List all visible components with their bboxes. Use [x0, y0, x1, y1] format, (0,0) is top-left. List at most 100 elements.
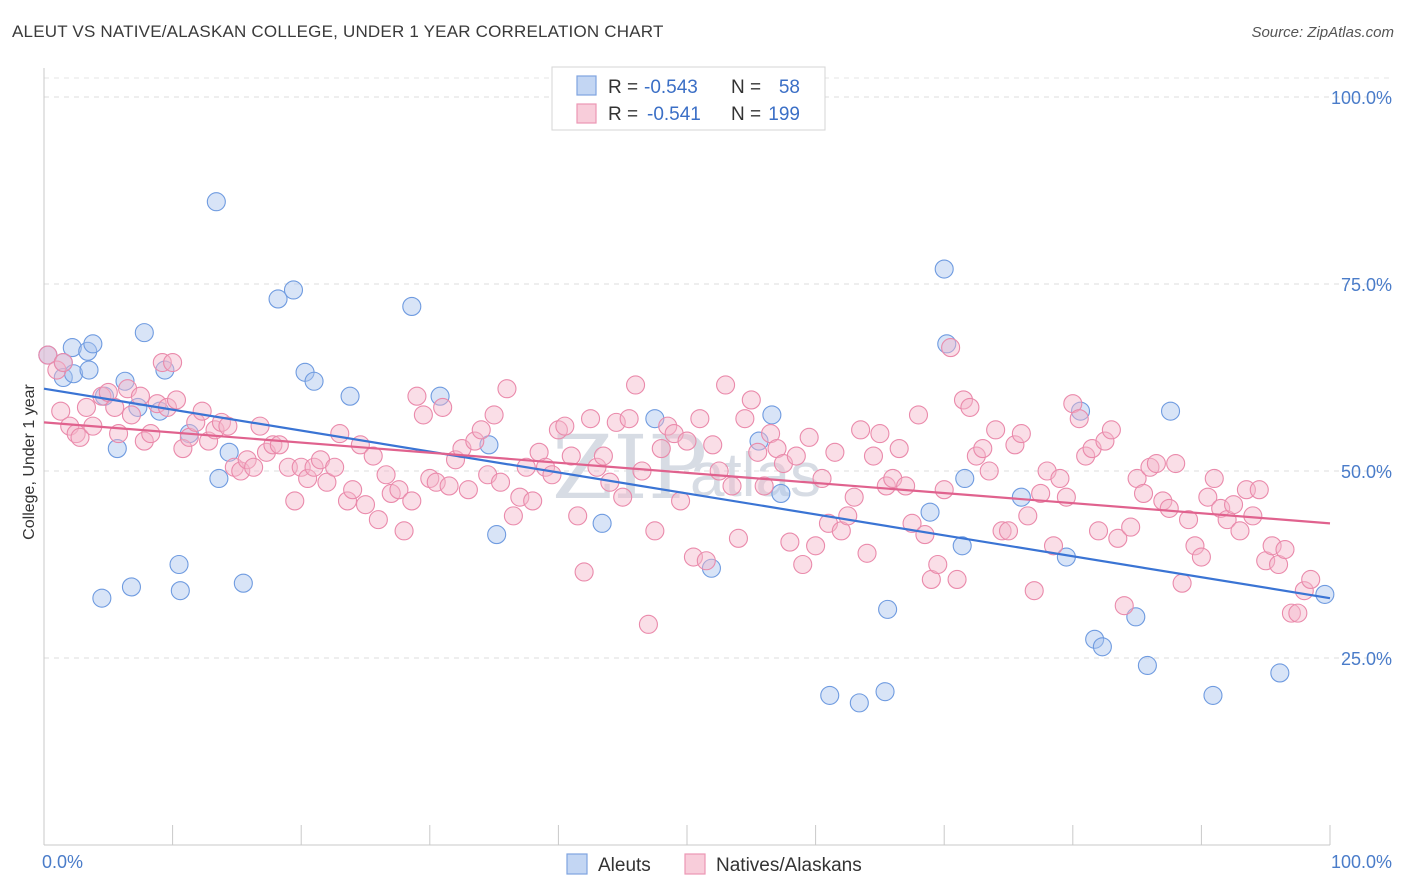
series-1-point-85: [574, 562, 594, 582]
series-1-point-106: [709, 461, 729, 481]
series-1-point-117: [780, 532, 800, 552]
series-1-point-7: [76, 397, 96, 417]
y-tick-label-2: 75.0%: [1341, 275, 1392, 295]
series-1-point-71: [484, 405, 504, 425]
series-1-point-142: [941, 338, 961, 358]
series-1-point-131: [870, 424, 890, 444]
series-0-point-58: [1315, 584, 1335, 604]
series-0-point-40: [849, 693, 869, 713]
axes: [43, 68, 1331, 846]
series-1-point-101: [677, 431, 697, 451]
series-1-points: [38, 338, 1321, 634]
series-1-point-104: [696, 551, 716, 571]
series-1-point-62: [426, 472, 446, 492]
series-1-point-94: [632, 461, 652, 481]
series-0-point-11: [115, 371, 135, 391]
series-0-point-47: [955, 468, 975, 489]
series-0-point-55: [1160, 401, 1181, 421]
series-1-point-103: [690, 409, 710, 429]
series-1-point-67: [458, 480, 478, 500]
series-1-point-83: [561, 446, 581, 466]
series-1-point-155: [1024, 581, 1044, 601]
series-1-point-119: [793, 554, 813, 575]
stats-legend: R = -0.543 N = 58 R = -0.541 N = 199: [551, 66, 826, 131]
series-0-point-20: [206, 192, 226, 212]
series-0-point-32: [487, 525, 507, 545]
series-1-point-80: [542, 465, 562, 485]
series-0-point-21: [209, 468, 229, 489]
series-1-point-54: [376, 465, 396, 485]
series-1-point-69: [471, 420, 491, 440]
y-tick-label-1: 50.0%: [1341, 462, 1392, 482]
stats-legend-r-value-aleuts: -0.543: [644, 77, 698, 98]
series-0-point-23: [233, 573, 253, 593]
series-1-point-58: [402, 491, 422, 511]
series-1-point-61: [420, 468, 440, 489]
series-1-point-134: [889, 439, 909, 459]
series-0-point-12: [121, 577, 141, 597]
series-1-point-26: [192, 401, 212, 421]
series-0-point-25: [283, 280, 304, 300]
stats-legend-n-value-natives: 199: [768, 104, 800, 125]
series-1-point-47: [330, 424, 350, 444]
series-1-point-91: [613, 487, 633, 507]
series-0-point-45: [937, 334, 957, 354]
series-1-point-11: [105, 397, 125, 417]
series-1-point-129: [857, 543, 877, 563]
series-0-point-37: [762, 405, 782, 425]
series-1-point-141: [934, 480, 954, 500]
series-1-point-107: [716, 375, 736, 395]
series-1-point-137: [908, 405, 929, 425]
series-0-point-41: [875, 682, 895, 702]
series-1-point-16: [134, 431, 154, 451]
series-1-point-154: [1018, 506, 1038, 526]
series-0-point-10: [107, 439, 127, 459]
series-1-point-30: [218, 416, 238, 436]
series-0-point-22: [219, 442, 239, 462]
stats-legend-n-label-natives: N =: [731, 104, 761, 125]
series-0-point-2: [53, 367, 73, 388]
series-1-point-159: [1050, 468, 1070, 489]
series-1-point-184: [1211, 498, 1231, 518]
series-1-point-23: [173, 439, 193, 459]
series-1-point-40: [285, 491, 305, 511]
series-1-point-113: [754, 476, 774, 496]
series-1-point-88: [593, 446, 613, 466]
series-0-point-43: [920, 502, 940, 522]
series-1-point-130: [863, 446, 884, 466]
stats-legend-n-label-aleuts: N =: [731, 77, 761, 98]
series-0-point-14: [134, 323, 154, 343]
series-0-point-30: [430, 386, 450, 406]
series-1-point-145: [960, 397, 980, 417]
series-0-point-57: [1270, 663, 1290, 683]
series-1-point-170: [1121, 517, 1141, 537]
series-0-point-33: [592, 513, 612, 533]
series-1-point-166: [1095, 431, 1115, 451]
series-1-point-95: [638, 614, 658, 634]
series-legend-label-aleuts: Aleuts: [598, 855, 651, 876]
y-tick-label-3: 100.0%: [1331, 88, 1392, 108]
series-0-point-48: [1011, 487, 1031, 507]
series-0-trend-line: [43, 387, 1331, 600]
series-1-point-35: [250, 416, 270, 436]
series-1-point-136: [902, 513, 922, 533]
series-1-point-179: [1178, 510, 1199, 530]
series-1-point-168: [1108, 528, 1128, 548]
series-0-point-7: [83, 334, 103, 354]
series-1-point-144: [953, 390, 974, 410]
series-1-point-14: [121, 405, 141, 425]
series-0-point-18: [170, 581, 190, 601]
series-0-point-46: [952, 536, 972, 556]
series-1-point-90: [606, 412, 626, 432]
series-1-point-181: [1191, 547, 1211, 567]
stats-legend-r-value-natives: -0.541: [647, 104, 701, 125]
series-1-point-132: [876, 476, 896, 496]
y-tick-label-0: 25.0%: [1341, 649, 1392, 669]
series-1-point-2: [51, 401, 71, 421]
series-1-point-178: [1172, 573, 1192, 593]
series-1-point-77: [523, 491, 543, 511]
series-1-point-60: [413, 405, 433, 425]
series-1-point-56: [389, 480, 409, 500]
series-1-point-169: [1114, 596, 1134, 616]
